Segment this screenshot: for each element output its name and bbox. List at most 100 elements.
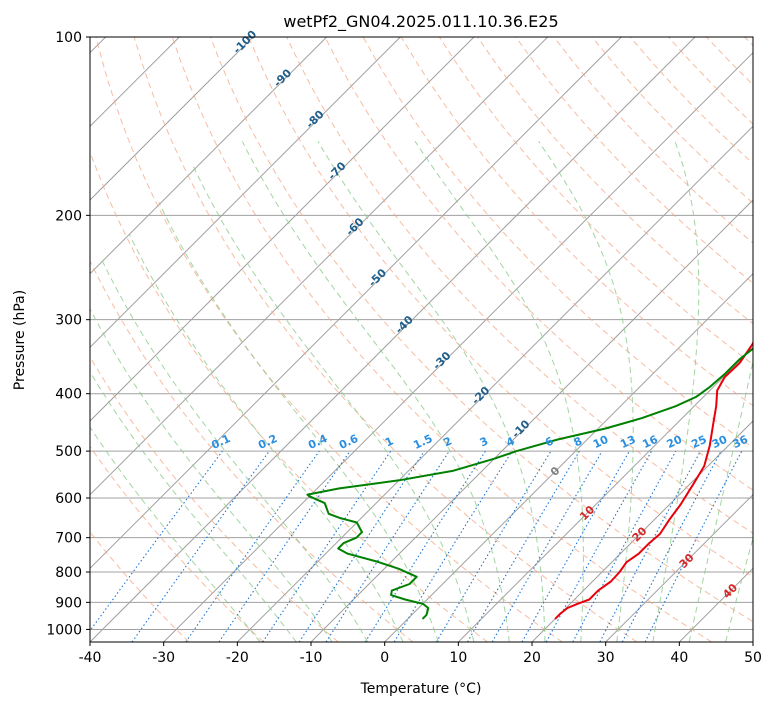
isotherm-line: [90, 37, 401, 349]
x-tick-label: 50: [744, 650, 762, 666]
moist-adiabat-line: [652, 141, 700, 642]
isotherm-line: [310, 199, 753, 642]
y-tick-label: 300: [55, 313, 82, 329]
x-tick-label: -20: [226, 650, 249, 666]
dry-adiabat-line: [171, 37, 712, 642]
y-tick-label: 900: [55, 595, 82, 611]
mixing-ratio-label: 0.1: [209, 432, 232, 452]
mixing-ratio-label: 0.4: [306, 432, 329, 452]
mixing-ratio-line: [435, 450, 552, 642]
pressure-gridlines: [90, 37, 753, 630]
sounding-profiles: [306, 340, 753, 620]
moist-adiabat-line: [90, 308, 333, 642]
isotherm-line: [384, 272, 753, 642]
dry-adiabat-line: [95, 37, 563, 642]
mixing-ratio-line: [364, 450, 486, 642]
moist-adiabat-line: [414, 141, 584, 642]
moist-adiabat-line: [158, 201, 439, 642]
mixing-ratio-label: 30: [710, 433, 730, 451]
chart-title: wetPf2_GN04.2025.011.10.36.E25: [283, 12, 558, 32]
y-tick-label: 700: [55, 531, 82, 547]
isotherm-line: [531, 420, 753, 642]
dry-adiabat-line: [90, 259, 414, 642]
mixing-ratio-line: [521, 450, 630, 642]
isotherm-line: [752, 641, 753, 642]
temperature-profile-line: [554, 340, 753, 620]
mixing-ratio-line: [393, 450, 513, 642]
moist-adiabat-line: [725, 536, 753, 642]
isotherm-label: -10: [509, 417, 532, 440]
dry-adiabat-line: [248, 37, 753, 578]
y-tick-label: 600: [55, 491, 82, 507]
mixing-ratio-line: [131, 450, 270, 642]
y-tick-label: 200: [55, 208, 82, 224]
mixing-ratio-label: 36: [731, 433, 751, 451]
x-tick-label: -40: [79, 650, 102, 666]
dry-adiabat-lines: [90, 37, 753, 642]
isotherm-label: -30: [430, 349, 453, 372]
x-axis-label: Temperature (°C): [360, 681, 482, 697]
moist-adiabat-line: [688, 358, 753, 642]
dry-adiabat-line: [286, 37, 753, 534]
x-tick-label: -30: [152, 650, 175, 666]
x-tick-label: 30: [597, 650, 615, 666]
dewpoint-profile-line: [306, 345, 753, 620]
mixing-ratio-line: [545, 450, 653, 642]
isotherm-label: -40: [393, 313, 416, 336]
dry-adiabat-line: [668, 37, 753, 125]
isotherm-line: [678, 567, 753, 642]
dry-adiabat-line: [324, 37, 753, 491]
isotherm-line: [605, 493, 753, 642]
isotherm-line: [90, 37, 254, 201]
mixing-ratio-line: [185, 450, 320, 642]
dry-adiabat-line: [90, 531, 190, 642]
y-tick-label: 1000: [46, 622, 82, 638]
isotherm-line: [90, 37, 475, 422]
mixing-ratio-line: [644, 450, 743, 642]
moist-adiabat-line: [192, 165, 475, 642]
y-tick-label: 500: [55, 444, 82, 460]
mixing-ratio-label: 6: [543, 434, 556, 449]
isotherm-line: [90, 37, 549, 496]
moist-adiabat-lines: [90, 141, 753, 642]
isotherm-line: [236, 125, 753, 642]
y-axis-label: Pressure (hPa): [12, 290, 28, 390]
x-tick-label: 20: [523, 650, 541, 666]
dry-adiabat-line: [133, 37, 638, 642]
moist-adiabat-line: [128, 233, 404, 642]
dry-adiabat-line: [90, 356, 339, 642]
mixing-ratio-line: [599, 450, 701, 642]
mixing-ratio-line: [572, 450, 677, 642]
dry-adiabat-line: [706, 37, 753, 86]
isotherm-lines: [90, 37, 753, 642]
isotherm-line: [90, 37, 328, 275]
isotherm-label: -20: [469, 384, 492, 407]
isotherm-line: [90, 37, 622, 570]
y-tick-label: 800: [55, 565, 82, 581]
mixing-ratio-label: 10: [591, 433, 611, 451]
mixing-ratio-label: 8: [572, 434, 584, 449]
moist-adiabat-line: [99, 256, 369, 642]
y-tick-label: 400: [55, 387, 82, 403]
dry-adiabat-line: [515, 37, 753, 284]
dry-adiabat-line: [90, 150, 488, 642]
dry-adiabat-line: [90, 445, 264, 642]
mixing-ratio-line: [262, 450, 392, 642]
moist-adiabat-line: [90, 426, 261, 642]
x-tick-label: -10: [300, 650, 323, 666]
isotherm-line: [90, 37, 696, 642]
y-tick-label: 100: [55, 30, 82, 46]
moist-adiabat-line: [90, 370, 297, 642]
isotherm-label: -80: [303, 107, 326, 130]
x-tick-label: 10: [449, 650, 467, 666]
dry-adiabat-line: [591, 37, 753, 204]
mixing-ratio-label: 20: [665, 433, 685, 451]
isotherm-line: [163, 51, 753, 642]
moist-adiabat-line: [317, 141, 546, 642]
isotherm-label: -90: [271, 66, 294, 89]
mixing-ratio-label: 1: [383, 434, 395, 449]
mixing-ratio-line: [298, 450, 425, 642]
moist-adiabat-line: [538, 141, 634, 642]
x-tick-label: 0: [380, 650, 389, 666]
